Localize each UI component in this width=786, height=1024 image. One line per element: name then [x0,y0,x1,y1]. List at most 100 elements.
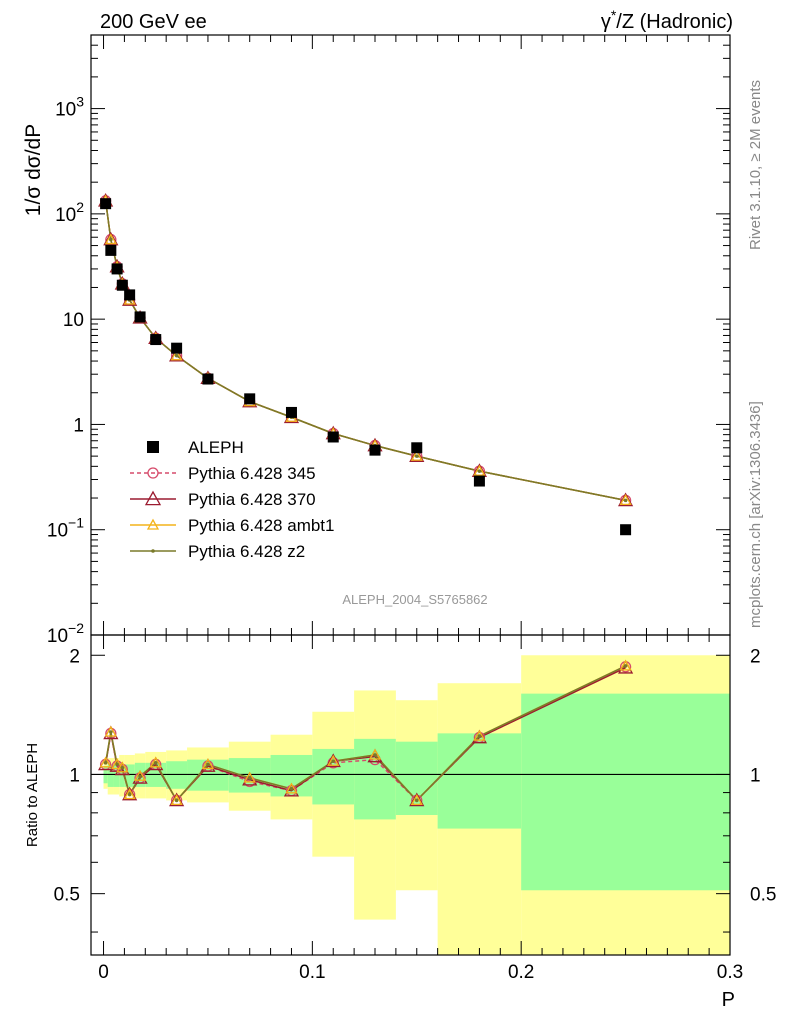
ratio-point-z2 [103,761,108,765]
ratio-point-p370 [122,786,138,801]
ratio-point-p370 [169,792,185,807]
point-aleph [150,334,162,346]
x-axis-label: P [722,989,735,1011]
point-aleph [134,311,146,323]
ratio-point-z2 [120,765,125,770]
point-p370 [169,347,185,362]
point-ambt1 [170,349,183,361]
ratio-point-z2 [331,759,336,764]
rivet-label: Rivet 3.1.10, ≥ 2M events [747,80,764,250]
y-tick-label: 10−2 [47,620,84,647]
uncertainty-band-inner [521,693,730,891]
ratio-y-tick-label-left: 2 [69,646,80,667]
ratio-point-ambt1 [123,788,136,800]
point-z2 [109,237,113,242]
y-tick-label: 1 [73,415,84,436]
point-p370 [103,231,119,246]
x-tick-label: 0.2 [508,962,534,983]
ratio-point-ambt1 [116,761,129,773]
header-left: 200 GeV ee [100,11,207,33]
ratio-ylabel: Ratio to ALEPH [24,743,41,847]
y-tick-label: 103 [55,94,84,121]
y-tick-label: 102 [55,199,84,226]
uncertainty-band-inner [107,764,114,787]
ratio-point-ambt1 [473,729,486,741]
ratio-point-z2 [247,776,252,780]
point-aleph [202,373,214,385]
series-line-z2 [104,200,626,502]
y-tick-label-exp: 3 [76,94,84,110]
y-tick-label-base: 10 [55,100,76,121]
point-ambt1 [410,449,423,461]
legend-label-ambt1: Pythia 6.428 ambt1 [188,516,334,535]
legend-label-z2: Pythia 6.428 z2 [188,542,305,561]
main-series-lines [104,200,626,502]
ratio-y-tick-label-left: 0.5 [54,885,80,906]
legend-marker-p370 [144,490,162,506]
legend-marker-p345 [147,467,159,479]
main-frame [90,34,731,636]
point-p370 [617,492,634,507]
point-aleph [285,406,297,418]
y-tick-label-base: 10 [63,310,84,331]
series-line-ambt1 [104,200,626,502]
ratio-y-tick-label-right: 1 [750,765,761,786]
y-tick-label-base: 10 [47,521,68,542]
point-aleph [100,198,112,210]
y-tick-label-base: 10 [47,626,68,647]
point-z2 [414,454,419,458]
series-line-p345 [104,200,626,502]
ratio-point-z2 [623,664,628,668]
legend-label-aleph: ALEPH [188,438,244,457]
uncertainty-band-inner [354,738,396,820]
uncertainty-band-inner [119,764,125,787]
ratio-point-ambt1 [104,725,117,737]
y-tick-label: 10 [63,310,84,331]
uncertainty-band-inner [437,733,522,829]
point-aleph [369,444,381,456]
ratio-point-z2 [414,798,419,803]
point-aleph [111,263,123,275]
point-aleph [411,442,423,454]
ratio-point-ambt1 [110,758,124,770]
point-aleph [105,244,117,256]
ratio-y-tick-label-right: 0.5 [750,885,776,906]
point-aleph [124,289,136,301]
point-z2 [623,498,628,503]
ratio-point-ambt1 [99,756,112,768]
point-ambt1 [619,494,632,506]
y-tick-label-exp: 2 [76,199,84,215]
legend-marker-ambt1 [146,518,160,530]
x-tick-label: 0.1 [299,962,325,983]
point-z2 [174,353,179,358]
point-aleph [473,475,485,487]
ratio-point-z2 [153,761,158,765]
point-z2 [477,469,482,473]
y-tick-label-exp: −2 [68,620,84,636]
point-ambt1 [473,464,486,476]
series-line-p370 [104,200,626,502]
ratio-point-p370 [325,753,341,768]
ratio-point-z2 [174,798,179,803]
mcplots-label: mcplots.cern.ch [arXiv:1306.3436] [747,401,764,628]
ratio-point-p370 [409,792,425,807]
point-aleph [620,524,632,536]
legend: ALEPH Pythia 6.428 345 Pythia 6.428 370 Pyt… [130,438,334,561]
legend-marker-z2 [151,549,155,553]
uncertainty-band-inner [124,764,135,787]
point-aleph [244,393,256,405]
point-p370 [409,448,425,462]
legend-label-p370: Pythia 6.428 370 [188,490,316,509]
ratio-point-ambt1 [170,794,183,806]
analysis-tag: ALEPH_2004_S5765862 [342,592,487,607]
ratio-frame [90,634,731,956]
legend-marker-aleph [147,441,159,453]
ratio-point-z2 [127,792,132,797]
ratio-point-ambt1 [243,771,256,783]
ratio-point-z2 [138,774,142,778]
ratio-point-z2 [477,734,482,738]
ratio-point-ambt1 [410,794,423,806]
main-ylabel: 1/σ dσ/dP [22,124,45,216]
